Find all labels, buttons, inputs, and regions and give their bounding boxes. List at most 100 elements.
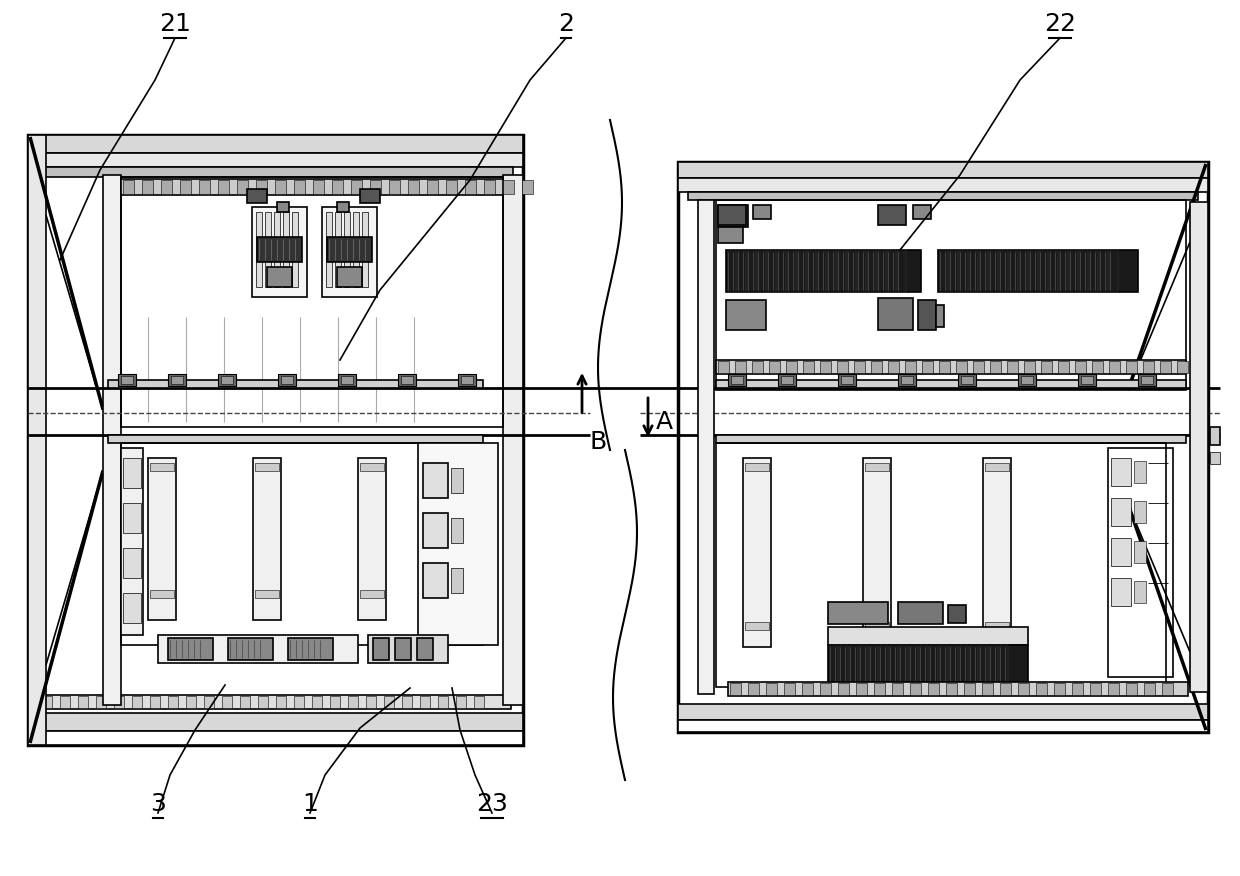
- Bar: [1007, 361, 1018, 373]
- Bar: [820, 361, 831, 373]
- Bar: [870, 645, 878, 690]
- Bar: [820, 683, 831, 695]
- Bar: [29, 731, 523, 745]
- Bar: [461, 376, 472, 384]
- Bar: [291, 212, 298, 287]
- Bar: [1100, 250, 1109, 292]
- Text: 23: 23: [476, 792, 508, 816]
- Bar: [980, 250, 988, 292]
- Bar: [103, 175, 122, 705]
- Bar: [255, 212, 262, 287]
- Bar: [688, 192, 1198, 200]
- Bar: [95, 696, 105, 708]
- Bar: [123, 180, 134, 194]
- Bar: [1126, 683, 1137, 695]
- Bar: [1040, 250, 1048, 292]
- Bar: [939, 361, 950, 373]
- Bar: [753, 205, 771, 219]
- Bar: [946, 683, 957, 695]
- Bar: [283, 212, 289, 287]
- Bar: [837, 361, 848, 373]
- Bar: [312, 180, 324, 194]
- Bar: [898, 374, 916, 386]
- Bar: [29, 153, 523, 167]
- Bar: [751, 361, 763, 373]
- Bar: [930, 645, 937, 690]
- Bar: [905, 361, 916, 373]
- Bar: [360, 590, 384, 598]
- Bar: [1110, 250, 1118, 292]
- Bar: [1135, 501, 1146, 523]
- Bar: [1092, 361, 1104, 373]
- Bar: [275, 180, 286, 194]
- Bar: [961, 376, 973, 384]
- Bar: [735, 361, 746, 373]
- Bar: [123, 503, 141, 533]
- Bar: [828, 602, 888, 624]
- Bar: [766, 683, 777, 695]
- Bar: [167, 638, 213, 660]
- Bar: [878, 205, 906, 225]
- Bar: [940, 250, 949, 292]
- Bar: [330, 696, 340, 708]
- Bar: [353, 212, 360, 287]
- Bar: [1060, 250, 1068, 292]
- Bar: [718, 205, 746, 225]
- Bar: [745, 622, 769, 630]
- Bar: [999, 645, 1008, 690]
- Bar: [990, 250, 998, 292]
- Bar: [878, 298, 913, 330]
- Bar: [898, 250, 906, 292]
- Bar: [715, 443, 1166, 687]
- Bar: [456, 696, 466, 708]
- Bar: [715, 200, 1185, 390]
- Bar: [858, 250, 866, 292]
- Bar: [171, 376, 184, 384]
- Bar: [985, 622, 1009, 630]
- Bar: [1035, 683, 1047, 695]
- Bar: [1054, 683, 1065, 695]
- Bar: [402, 696, 412, 708]
- Bar: [960, 250, 968, 292]
- Text: 21: 21: [159, 12, 191, 36]
- Bar: [910, 683, 921, 695]
- Bar: [150, 696, 160, 708]
- Bar: [122, 448, 143, 635]
- Bar: [718, 227, 743, 243]
- Bar: [698, 200, 714, 694]
- Bar: [408, 180, 419, 194]
- Bar: [257, 237, 303, 262]
- Bar: [758, 250, 766, 292]
- Bar: [161, 180, 172, 194]
- Text: 22: 22: [1044, 12, 1076, 36]
- Bar: [748, 250, 756, 292]
- Bar: [29, 713, 523, 731]
- Bar: [1078, 374, 1096, 386]
- Bar: [1021, 376, 1033, 384]
- Bar: [1135, 461, 1146, 483]
- Bar: [937, 250, 1138, 292]
- Bar: [277, 696, 286, 708]
- Bar: [1145, 683, 1154, 695]
- Bar: [278, 374, 296, 386]
- Bar: [180, 180, 191, 194]
- Bar: [1030, 250, 1038, 292]
- Bar: [1011, 250, 1018, 292]
- Bar: [373, 638, 389, 660]
- Bar: [150, 590, 174, 598]
- Text: B: B: [590, 430, 608, 454]
- Bar: [401, 376, 413, 384]
- Bar: [1177, 361, 1188, 373]
- Bar: [205, 696, 215, 708]
- Bar: [420, 696, 430, 708]
- Bar: [936, 305, 944, 327]
- Bar: [451, 468, 463, 493]
- Text: 2: 2: [558, 12, 574, 36]
- Bar: [970, 250, 978, 292]
- Bar: [838, 250, 846, 292]
- Bar: [928, 683, 939, 695]
- Bar: [769, 361, 780, 373]
- Bar: [398, 374, 415, 386]
- Bar: [1162, 683, 1173, 695]
- Bar: [985, 463, 1009, 471]
